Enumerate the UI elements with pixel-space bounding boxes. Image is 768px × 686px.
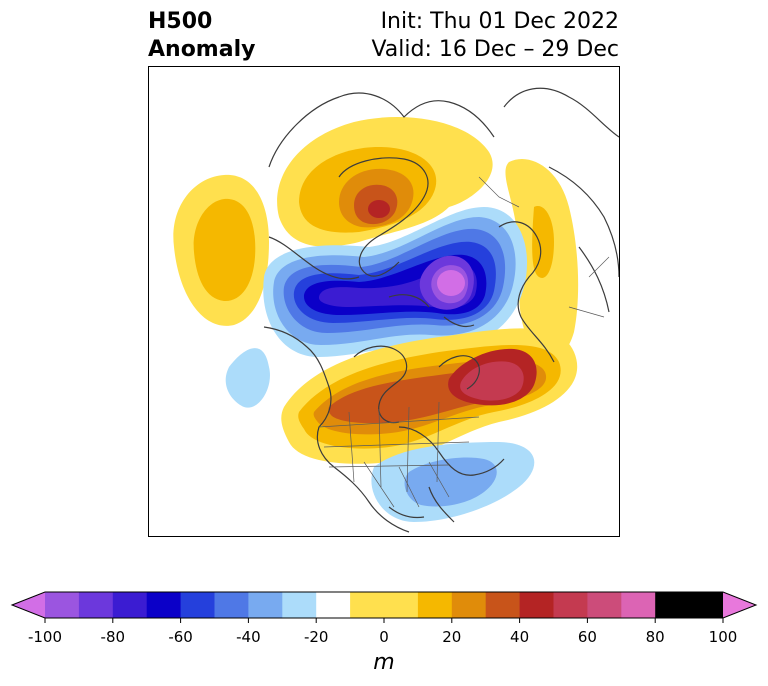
colorbar-tick-label: 80	[645, 628, 665, 646]
colorbar-tick-label: 100	[708, 628, 738, 646]
colorbar-tick-label: -100	[27, 628, 63, 646]
colorbar-tick-label: 40	[510, 628, 530, 646]
colorbar-cell	[214, 592, 249, 618]
colorbar-cell	[146, 592, 182, 618]
anomaly-map	[173, 87, 619, 533]
colorbar-cell	[417, 592, 453, 618]
positive-anomaly-pacific	[173, 174, 269, 326]
colorbar-cell	[78, 592, 114, 618]
colorbar-min-extend	[12, 592, 45, 618]
colorbar-cell	[621, 592, 656, 618]
colorbar-tick-label: -80	[100, 628, 126, 646]
negative-anomaly-pacific-coast	[225, 348, 270, 408]
coastlines	[263, 87, 619, 533]
colorbar-tick-label: 60	[577, 628, 597, 646]
political-borders	[318, 176, 610, 508]
colorbar-tick-label: -40	[236, 628, 261, 646]
title-left: H500 Anomaly	[148, 8, 255, 64]
colorbar-tick-label: 20	[442, 628, 462, 646]
positive-anomaly-north-america	[281, 328, 578, 464]
colorbar-cell	[689, 592, 724, 618]
colorbar-cell	[451, 592, 487, 618]
colorbar-cell	[655, 592, 690, 618]
colorbar-cell	[553, 592, 588, 618]
colorbar-cell	[45, 592, 80, 618]
colorbar-max-extend	[723, 592, 756, 618]
init-date: Init: Thu 01 Dec 2022	[380, 9, 619, 34]
colorbar	[10, 591, 758, 623]
title-right: Init: Thu 01 Dec 2022 Valid: 16 Dec – 29…	[371, 8, 619, 64]
colorbar-cell	[519, 592, 554, 618]
title-anomaly: Anomaly	[148, 37, 256, 62]
colorbar-cell	[112, 592, 148, 618]
colorbar-cell	[316, 592, 351, 618]
colorbar-cell	[180, 592, 215, 618]
map-panel	[148, 66, 620, 537]
colorbar-tick-label: 0	[379, 628, 389, 646]
colorbar-cell	[587, 592, 622, 618]
negative-anomaly-arctic	[263, 207, 528, 357]
colorbar-cell	[485, 592, 521, 618]
colorbar-unit: m	[373, 650, 395, 675]
title-variable: H500	[148, 9, 213, 34]
valid-range: Valid: 16 Dec – 29 Dec	[371, 37, 619, 62]
colorbar-cell	[248, 592, 283, 618]
colorbar-cell	[350, 592, 419, 618]
negative-anomaly-eastern-us	[371, 442, 535, 522]
positive-anomaly-eurasia	[505, 159, 579, 359]
positive-anomaly-arctic	[277, 116, 493, 247]
colorbar-tick-label: -60	[168, 628, 193, 646]
colorbar-tick-label: -20	[303, 628, 329, 646]
colorbar-cell	[282, 592, 317, 618]
